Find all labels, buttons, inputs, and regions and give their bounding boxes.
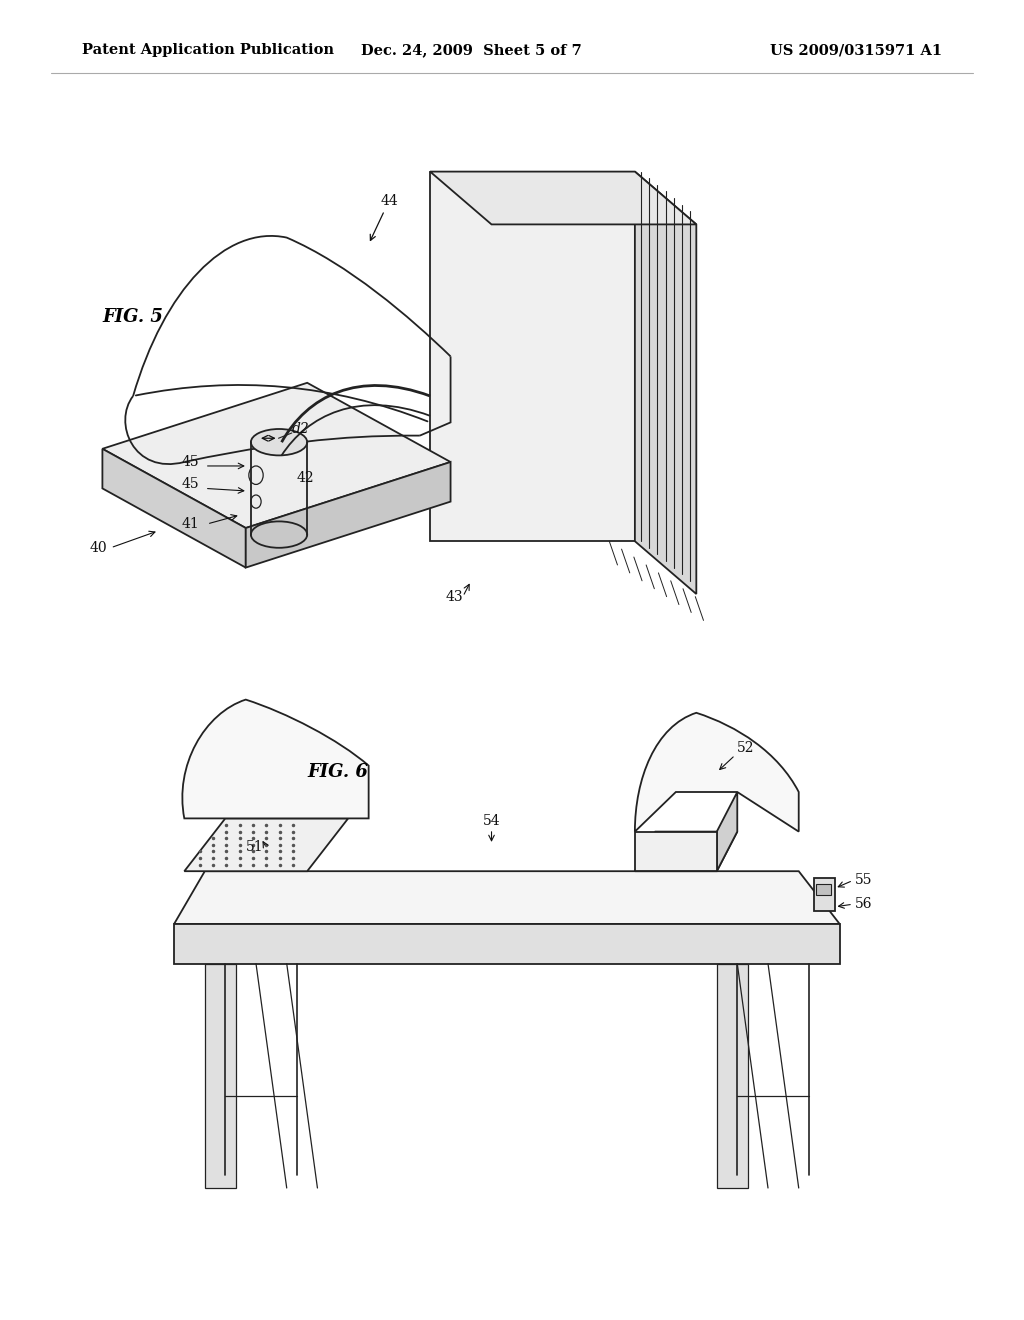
Text: 41: 41 xyxy=(182,517,200,531)
Text: Patent Application Publication: Patent Application Publication xyxy=(82,44,334,57)
Text: 55: 55 xyxy=(855,874,872,887)
Polygon shape xyxy=(174,871,840,924)
Text: 52: 52 xyxy=(737,742,755,755)
PathPatch shape xyxy=(182,700,369,818)
Polygon shape xyxy=(102,383,451,528)
Ellipse shape xyxy=(251,429,307,455)
Text: 43: 43 xyxy=(445,590,463,603)
PathPatch shape xyxy=(635,713,799,832)
Text: Dec. 24, 2009  Sheet 5 of 7: Dec. 24, 2009 Sheet 5 of 7 xyxy=(360,44,582,57)
Text: 54: 54 xyxy=(482,814,501,828)
Text: d2: d2 xyxy=(292,422,309,436)
Text: FIG. 5: FIG. 5 xyxy=(102,308,163,326)
Text: 42: 42 xyxy=(297,471,314,484)
Polygon shape xyxy=(635,172,696,594)
Polygon shape xyxy=(246,462,451,568)
Text: 51: 51 xyxy=(246,841,263,854)
Text: 56: 56 xyxy=(855,898,872,911)
Polygon shape xyxy=(430,172,635,541)
Polygon shape xyxy=(174,924,840,964)
Polygon shape xyxy=(814,878,835,911)
Polygon shape xyxy=(102,449,246,568)
Text: 45: 45 xyxy=(182,455,200,469)
Polygon shape xyxy=(205,964,236,1188)
Text: 45: 45 xyxy=(182,478,200,491)
Polygon shape xyxy=(430,172,696,224)
Polygon shape xyxy=(635,832,737,871)
Text: 40: 40 xyxy=(90,541,108,554)
Text: US 2009/0315971 A1: US 2009/0315971 A1 xyxy=(770,44,942,57)
Bar xyxy=(816,884,831,895)
Polygon shape xyxy=(635,832,717,871)
FancyArrowPatch shape xyxy=(136,385,427,421)
Polygon shape xyxy=(184,818,348,871)
Polygon shape xyxy=(717,964,748,1188)
Polygon shape xyxy=(717,792,737,871)
Text: FIG. 6: FIG. 6 xyxy=(307,763,368,781)
Text: 44: 44 xyxy=(371,194,398,240)
